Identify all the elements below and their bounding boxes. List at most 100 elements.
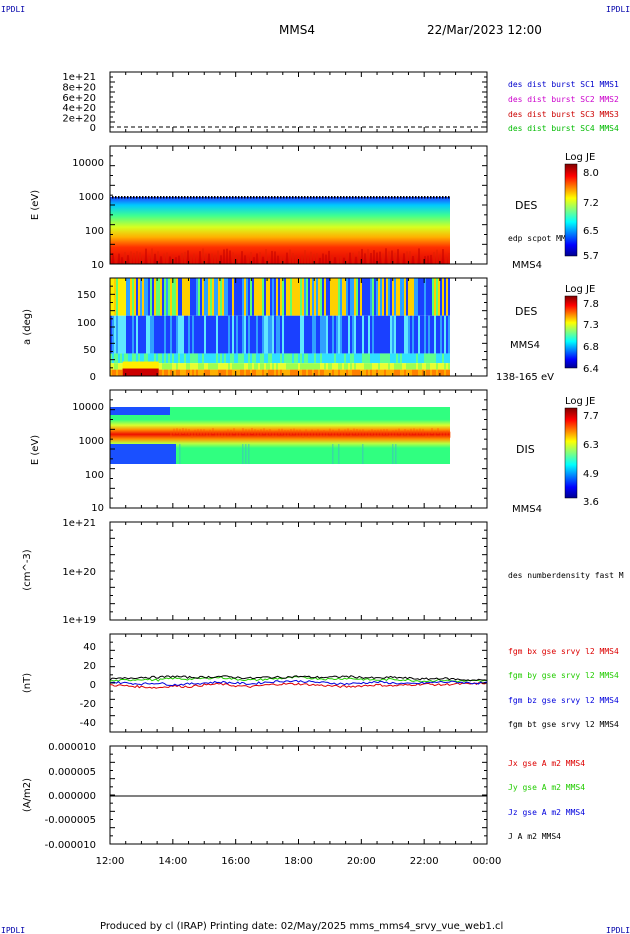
panel3-cell xyxy=(114,363,116,370)
panel3-cell xyxy=(322,278,324,316)
panel3-cell xyxy=(356,278,358,316)
panel5-ylabel: (cm^-3) xyxy=(22,549,33,590)
panel3-cell xyxy=(328,278,330,316)
panel3-cell xyxy=(232,278,234,316)
panel2-edge-dot xyxy=(322,196,324,199)
panel4-streak xyxy=(200,429,202,436)
panel3-cell xyxy=(320,369,322,376)
panel2-streak xyxy=(340,256,342,264)
panel3-cell xyxy=(382,353,384,364)
panel1-legend-mms1: des dist burst SC1 MMS1 xyxy=(508,80,619,89)
panel3-cell xyxy=(414,278,416,316)
panel3-cell xyxy=(260,353,262,364)
panel3-cell xyxy=(182,278,184,316)
panel7-ytick: 0.000005 xyxy=(48,767,96,778)
panel2-streak xyxy=(310,251,312,264)
panel3-cell xyxy=(264,363,266,370)
panel7-legend-j: J A m2 MMS4 xyxy=(508,832,561,841)
panel3-cell xyxy=(342,369,344,376)
panel2-edge-dot xyxy=(151,196,153,199)
panel3-cell xyxy=(182,363,184,370)
panel2-colorbar-title: Log JE xyxy=(565,152,595,163)
panel2-streak xyxy=(295,255,297,264)
panel2-edge-dot xyxy=(268,196,270,199)
panel3-cell xyxy=(156,353,158,364)
panel3-cell xyxy=(358,363,360,370)
panel3-cell xyxy=(178,353,180,364)
panel2-streak xyxy=(286,252,288,264)
panel3-cell xyxy=(160,278,162,316)
panel4-streak xyxy=(290,428,292,435)
panel3-cell xyxy=(272,278,274,316)
panel2-edge-dot xyxy=(148,196,150,199)
panel3-cell xyxy=(412,278,414,316)
panel3-cell xyxy=(322,369,324,376)
panel4-streak xyxy=(344,429,346,436)
panel3-cell xyxy=(210,278,212,316)
panel3-cell xyxy=(400,363,402,370)
panel3-cell xyxy=(442,369,444,376)
panel2-streak xyxy=(241,251,243,264)
panel3-cell xyxy=(152,353,154,364)
panel3-cell xyxy=(240,363,242,370)
panel3-cell xyxy=(388,315,390,354)
panel3-cell xyxy=(288,363,290,370)
panel4-streak xyxy=(185,428,187,435)
panel6-series-line xyxy=(109,675,488,682)
panel3-cell xyxy=(154,278,156,316)
panel2-streak xyxy=(268,257,270,264)
panel3-cell xyxy=(222,353,224,364)
panel3-cell xyxy=(116,315,118,354)
panel3-cell xyxy=(332,353,334,364)
panel3-cell xyxy=(282,315,284,354)
panel4-streak xyxy=(209,429,211,436)
panel3-cell xyxy=(158,315,160,354)
panel4-streak xyxy=(443,430,445,437)
panel3-cell xyxy=(206,353,208,364)
panel3-cell xyxy=(418,369,420,376)
panel3-cell xyxy=(238,315,240,354)
panel3-cell xyxy=(358,278,360,316)
panel3-cell xyxy=(280,278,282,316)
panel3-cell xyxy=(318,363,320,370)
panel2-edge-dot xyxy=(397,196,399,199)
panel3-cell xyxy=(196,353,198,364)
panel3-cell xyxy=(236,315,238,354)
panel3-cell xyxy=(442,315,444,354)
panel3-cell xyxy=(150,278,152,316)
panel3-spectrogram xyxy=(110,278,450,376)
panel3-cell xyxy=(170,363,172,370)
panel4-streak xyxy=(365,431,367,438)
panel3-cell xyxy=(260,369,262,376)
panel2-ytick: 100 xyxy=(85,226,104,237)
panel3-cell xyxy=(366,363,368,370)
panel2-edge-dot xyxy=(241,196,243,199)
panel3-cell xyxy=(174,353,176,364)
panel4-streak xyxy=(179,444,181,464)
panel3-cell xyxy=(284,278,286,316)
panel3-cell xyxy=(434,363,436,370)
panel3-cell xyxy=(406,315,408,354)
panel3-cell xyxy=(330,363,332,370)
panel3-cell xyxy=(222,315,224,354)
panel3-cell xyxy=(262,278,264,316)
panel2-streak xyxy=(208,253,210,264)
panel4-colorbar-title: Log JE xyxy=(565,396,595,407)
xtick-label: 16:00 xyxy=(221,856,250,867)
panel3-cell xyxy=(266,353,268,364)
panel3-cell xyxy=(314,369,316,376)
panel3-cell xyxy=(404,278,406,316)
panel3-cell xyxy=(160,363,162,370)
panel3-cell xyxy=(208,278,210,316)
panel2-streak xyxy=(202,248,204,264)
panel3-cell xyxy=(416,278,418,316)
panel3-cell xyxy=(222,278,224,316)
panel3-cell xyxy=(256,278,258,316)
panel3-cell xyxy=(120,315,122,354)
panel3-cell xyxy=(234,353,236,364)
panel3-cell xyxy=(194,369,196,376)
panel3-cell xyxy=(416,315,418,354)
panel2-streak xyxy=(247,257,249,264)
panel4-streak xyxy=(416,429,418,436)
panel3-colorbar-tick: 7.8 xyxy=(583,299,599,310)
